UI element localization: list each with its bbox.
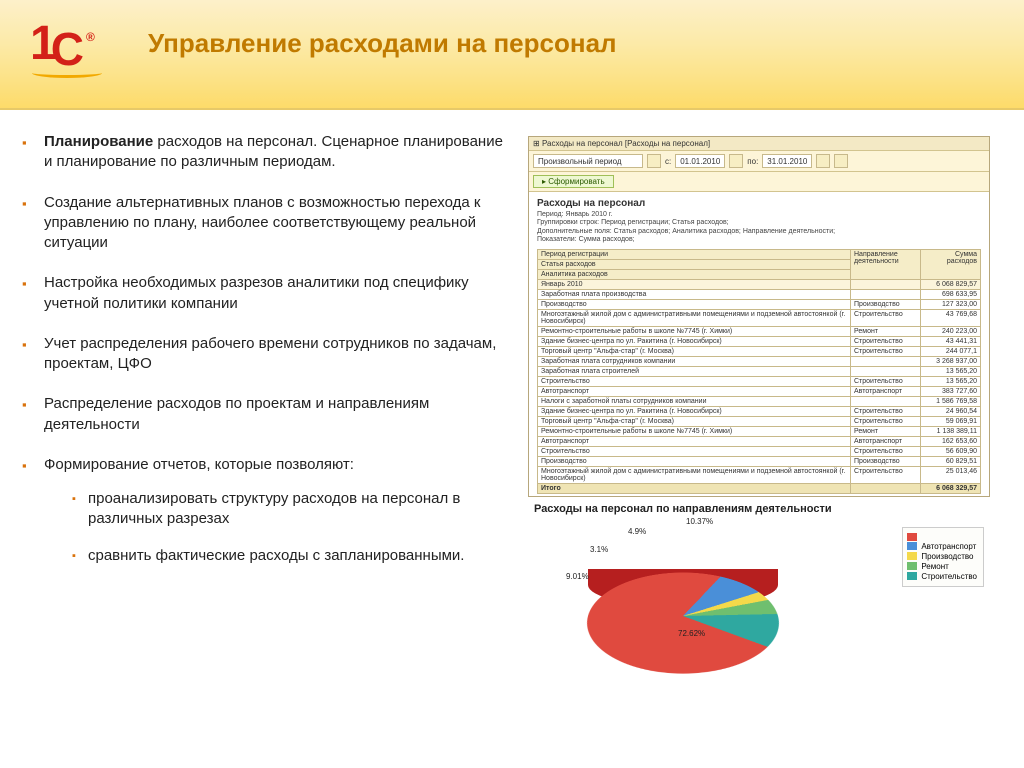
chart-legend: АвтотранспортПроизводствоРемонтСтроитель… [902,527,984,587]
table-row: Ремонтно-строительные работы в школе №77… [538,426,981,436]
date-from-input[interactable]: 01.01.2010 [675,154,725,168]
bullet-intro: Планирование расходов на персонал. Сцена… [26,132,510,173]
meta-line: Период: Январь 2010 г. [537,211,981,219]
legend-label: Ремонт [921,562,948,571]
period-picker-button[interactable] [647,154,661,168]
legend-item: Ремонт [907,562,977,571]
legend-label: Строительство [921,572,977,581]
pct-main: 72.62% [678,629,705,638]
col-direction: Направление деятельности [851,249,921,279]
table-header: Период регистрации Направление деятельно… [538,249,981,259]
date-from-picker[interactable] [729,154,743,168]
slide-header: 1C® Управление расходами на персонал [0,0,1024,110]
table-row: АвтотранспортАвтотранспорт383 727,60 [538,386,981,396]
app-window: ⊞ Расходы на персонал [Расходы на персон… [528,136,990,497]
table-row: Здание бизнес-центра по ул. Ракитина (г.… [538,336,981,346]
table-row: СтроительствоСтроительство56 609,90 [538,446,981,456]
sub-bullet-1: проанализировать структуру расходов на п… [72,489,510,530]
pct-prod: 3.1% [590,545,608,554]
legend-item: Производство [907,552,977,561]
table-row: ПроизводствоПроизводство127 323,00 [538,299,981,309]
bullet-2: Настройка необходимых разрезов аналитики… [26,273,510,314]
report-meta: Период: Январь 2010 г. Группировки строк… [537,211,981,245]
table-row: Торговый центр "Альфа-стар" (г. Москва)С… [538,346,981,356]
bullet-1: Создание альтернативных планов с возможн… [26,193,510,254]
pct-auto: 9.01% [566,572,589,581]
bullet-5-text: Формирование отчетов, которые позволяют: [44,456,354,473]
pct-rem: 4.9% [628,527,646,536]
legend-swatch [907,562,917,570]
table-row: Заработная плата строителей13 565,20 [538,366,981,376]
pct-stroi: 10.37% [686,517,713,526]
left-column: Планирование расходов на персонал. Сцена… [48,132,528,645]
report-body: Расходы на персонал Период: Январь 2010 … [529,192,989,496]
table-row: Ремонтно-строительные работы в школе №77… [538,326,981,336]
bullet-4: Распределение расходов по проектам и нап… [26,394,510,435]
run-button[interactable]: ▸ Сформировать [533,175,614,188]
legend-swatch [907,533,917,541]
titlebar-icon: ⊞ [533,139,540,148]
run-row: ▸ Сформировать [529,172,989,192]
table-row: СтроительствоСтроительство13 565,20 [538,376,981,386]
chart-title: Расходы на персонал по направлениям деят… [534,503,990,515]
col-article: Статья расходов [538,259,851,269]
date-to-picker[interactable] [816,154,830,168]
legend-label: Производство [921,552,973,561]
report-title: Расходы на персонал [537,198,981,209]
table-row: Многоэтажный жилой дом с административны… [538,309,981,326]
table-row: Здание бизнес-центра по ул. Ракитина (г.… [538,406,981,416]
bullet-5: Формирование отчетов, которые позволяют:… [26,455,510,566]
table-row: ПроизводствоПроизводство60 829,51 [538,456,981,466]
legend-swatch [907,572,917,580]
meta-line: Дополнительные поля: Статья расходов; Ан… [537,228,981,236]
col-analytic: Аналитика расходов [538,269,851,279]
right-column: ⊞ Расходы на персонал [Расходы на персон… [528,132,990,645]
sub-bullet-2: сравнить фактические расходы с запланиро… [72,546,510,566]
legend-swatch [907,542,917,550]
period-type-select[interactable]: Произвольный период [533,154,643,168]
meta-line: Показатели: Сумма расходов; [537,236,981,244]
legend-label: Автотранспорт [921,542,976,551]
from-label: с: [665,157,671,166]
extra-button[interactable] [834,154,848,168]
run-label: Сформировать [548,177,604,186]
legend-item: Строительство [907,572,977,581]
legend-swatch [907,552,917,560]
report-table: Период регистрации Направление деятельно… [537,249,981,494]
intro-bold: Планирование [44,133,153,150]
logo-swoosh [32,68,102,78]
bullet-3: Учет распределения рабочего времени сотр… [26,334,510,375]
table-row: Заработная плата производства698 633,95 [538,289,981,299]
col-period: Период регистрации [538,249,851,259]
table-row: Заработная плата сотрудников компании3 2… [538,356,981,366]
toolbar: Произвольный период с: 01.01.2010 по: 31… [529,151,989,172]
meta-line: Группировки строк: Период регистрации; С… [537,219,981,227]
legend-item: Автотранспорт [907,542,977,551]
slide-body: Планирование расходов на персонал. Сцена… [0,110,1024,645]
to-label: по: [747,157,758,166]
table-row: АвтотранспортАвтотранспорт162 653,60 [538,436,981,446]
table-row: Январь 20106 068 829,57 [538,279,981,289]
col-sum: Сумма расходов [921,249,981,279]
window-title-text: Расходы на персонал [Расходы на персонал… [542,139,710,148]
pie-chart: 72.62% 9.01% 3.1% 4.9% 10.37% Автотрансп… [528,517,990,645]
table-row: Итого6 068 329,57 [538,483,981,493]
legend-item [907,533,977,541]
table-row: Торговый центр "Альфа-стар" (г. Москва)С… [538,416,981,426]
slide-title: Управление расходами на персонал [148,28,1024,59]
table-row: Налоги с заработной платы сотрудников ко… [538,396,981,406]
table-row: Многоэтажный жилой дом с административны… [538,466,981,483]
window-titlebar: ⊞ Расходы на персонал [Расходы на персон… [529,137,989,151]
date-to-input[interactable]: 31.01.2010 [762,154,812,168]
